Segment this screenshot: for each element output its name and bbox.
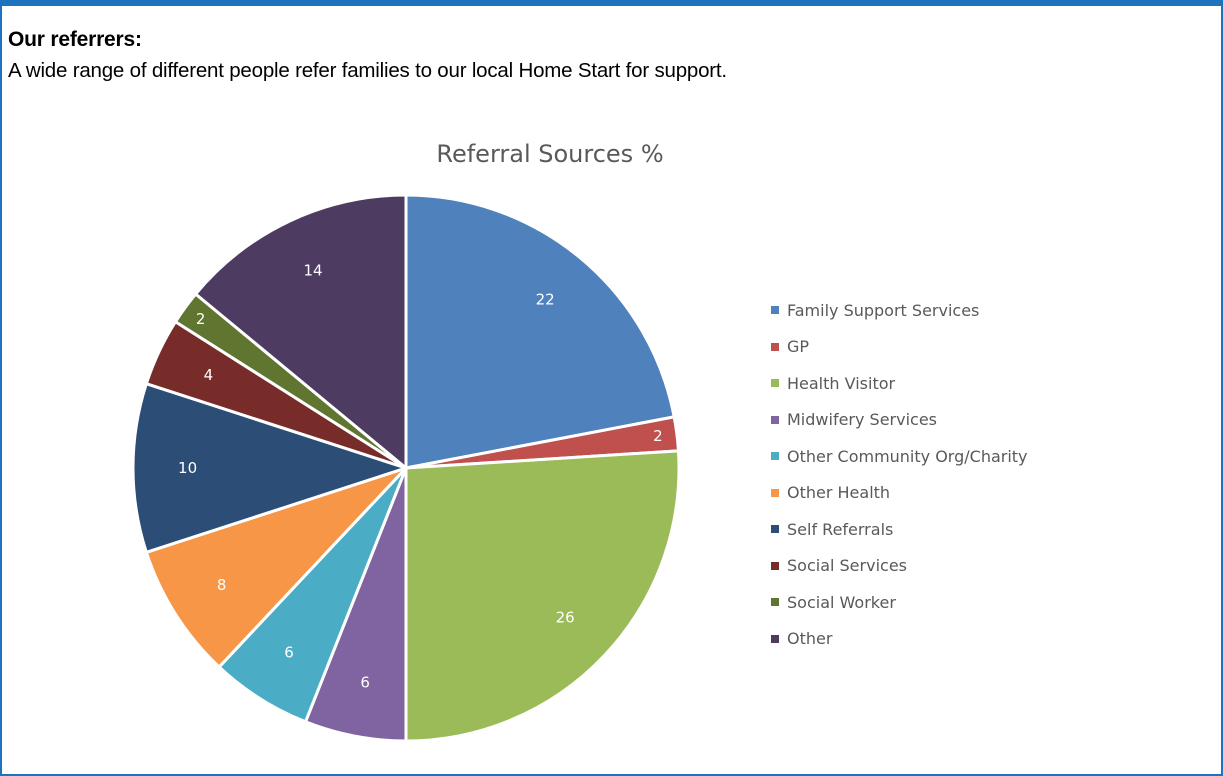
legend-swatch (771, 525, 779, 534)
legend-item-other-community-org-charity: Other Community Org/Charity (771, 438, 1028, 475)
legend-swatch (771, 306, 779, 315)
pie-label-social-worker: 2 (196, 310, 206, 328)
legend-item-other: Other (771, 621, 1028, 658)
chart-title: Referral Sources % (436, 140, 664, 168)
legend-item-self-referrals: Self Referrals (771, 511, 1028, 548)
legend-label: Midwifery Services (787, 410, 938, 430)
legend-item-health-visitor: Health Visitor (771, 365, 1028, 402)
pie-label-gp: 2 (653, 427, 663, 445)
legend-swatch (771, 452, 779, 461)
pie-slice-self-referrals (131, 382, 408, 554)
legend-label: Other Community Org/Charity (787, 446, 1028, 466)
legend-item-social-services: Social Services (771, 548, 1028, 585)
legend-item-midwifery-services: Midwifery Services (771, 402, 1028, 439)
pie-label-midwifery-services: 6 (360, 674, 370, 692)
pie-label-health-visitor: 26 (556, 609, 575, 627)
pie-label-social-services: 4 (204, 366, 214, 384)
legend-swatch (771, 561, 779, 570)
legend-item-social-worker: Social Worker (771, 584, 1028, 621)
legend-swatch (771, 598, 779, 607)
legend-item-family-support-services: Family Support Services (771, 292, 1028, 329)
legend-label: Other (787, 629, 833, 649)
chart-legend: Family Support Services GP Health Visitor M… (771, 292, 1028, 657)
pie-slice-other (194, 193, 408, 470)
legend-item-gp: GP (771, 329, 1028, 366)
section-intro: A wide range of different people refer f… (8, 59, 727, 82)
legend-swatch (771, 634, 779, 643)
legend-item-other-health: Other Health (771, 475, 1028, 512)
legend-label: Family Support Services (787, 300, 980, 320)
pie-slice-other-health (144, 466, 408, 669)
pie-label-other-health: 8 (217, 576, 227, 594)
legend-swatch (771, 415, 779, 424)
legend-swatch (771, 379, 779, 388)
legend-swatch (771, 342, 779, 351)
legend-label: Social Services (787, 556, 907, 576)
section-heading: Our referrers: (8, 28, 142, 51)
legend-label: Self Referrals (787, 519, 894, 539)
legend-label: Other Health (787, 483, 891, 503)
pie-label-other-community-org-charity: 6 (284, 643, 294, 661)
pie-slice-health-visitor (404, 449, 681, 743)
pie-slice-family-support-services (404, 193, 676, 470)
pie-label-other: 14 (303, 261, 322, 279)
legend-label: Social Worker (787, 592, 896, 612)
pie-label-family-support-services: 22 (536, 291, 555, 309)
legend-swatch (771, 488, 779, 497)
pie-label-self-referrals: 10 (178, 459, 197, 477)
legend-label: GP (787, 337, 810, 357)
legend-label: Health Visitor (787, 373, 896, 393)
